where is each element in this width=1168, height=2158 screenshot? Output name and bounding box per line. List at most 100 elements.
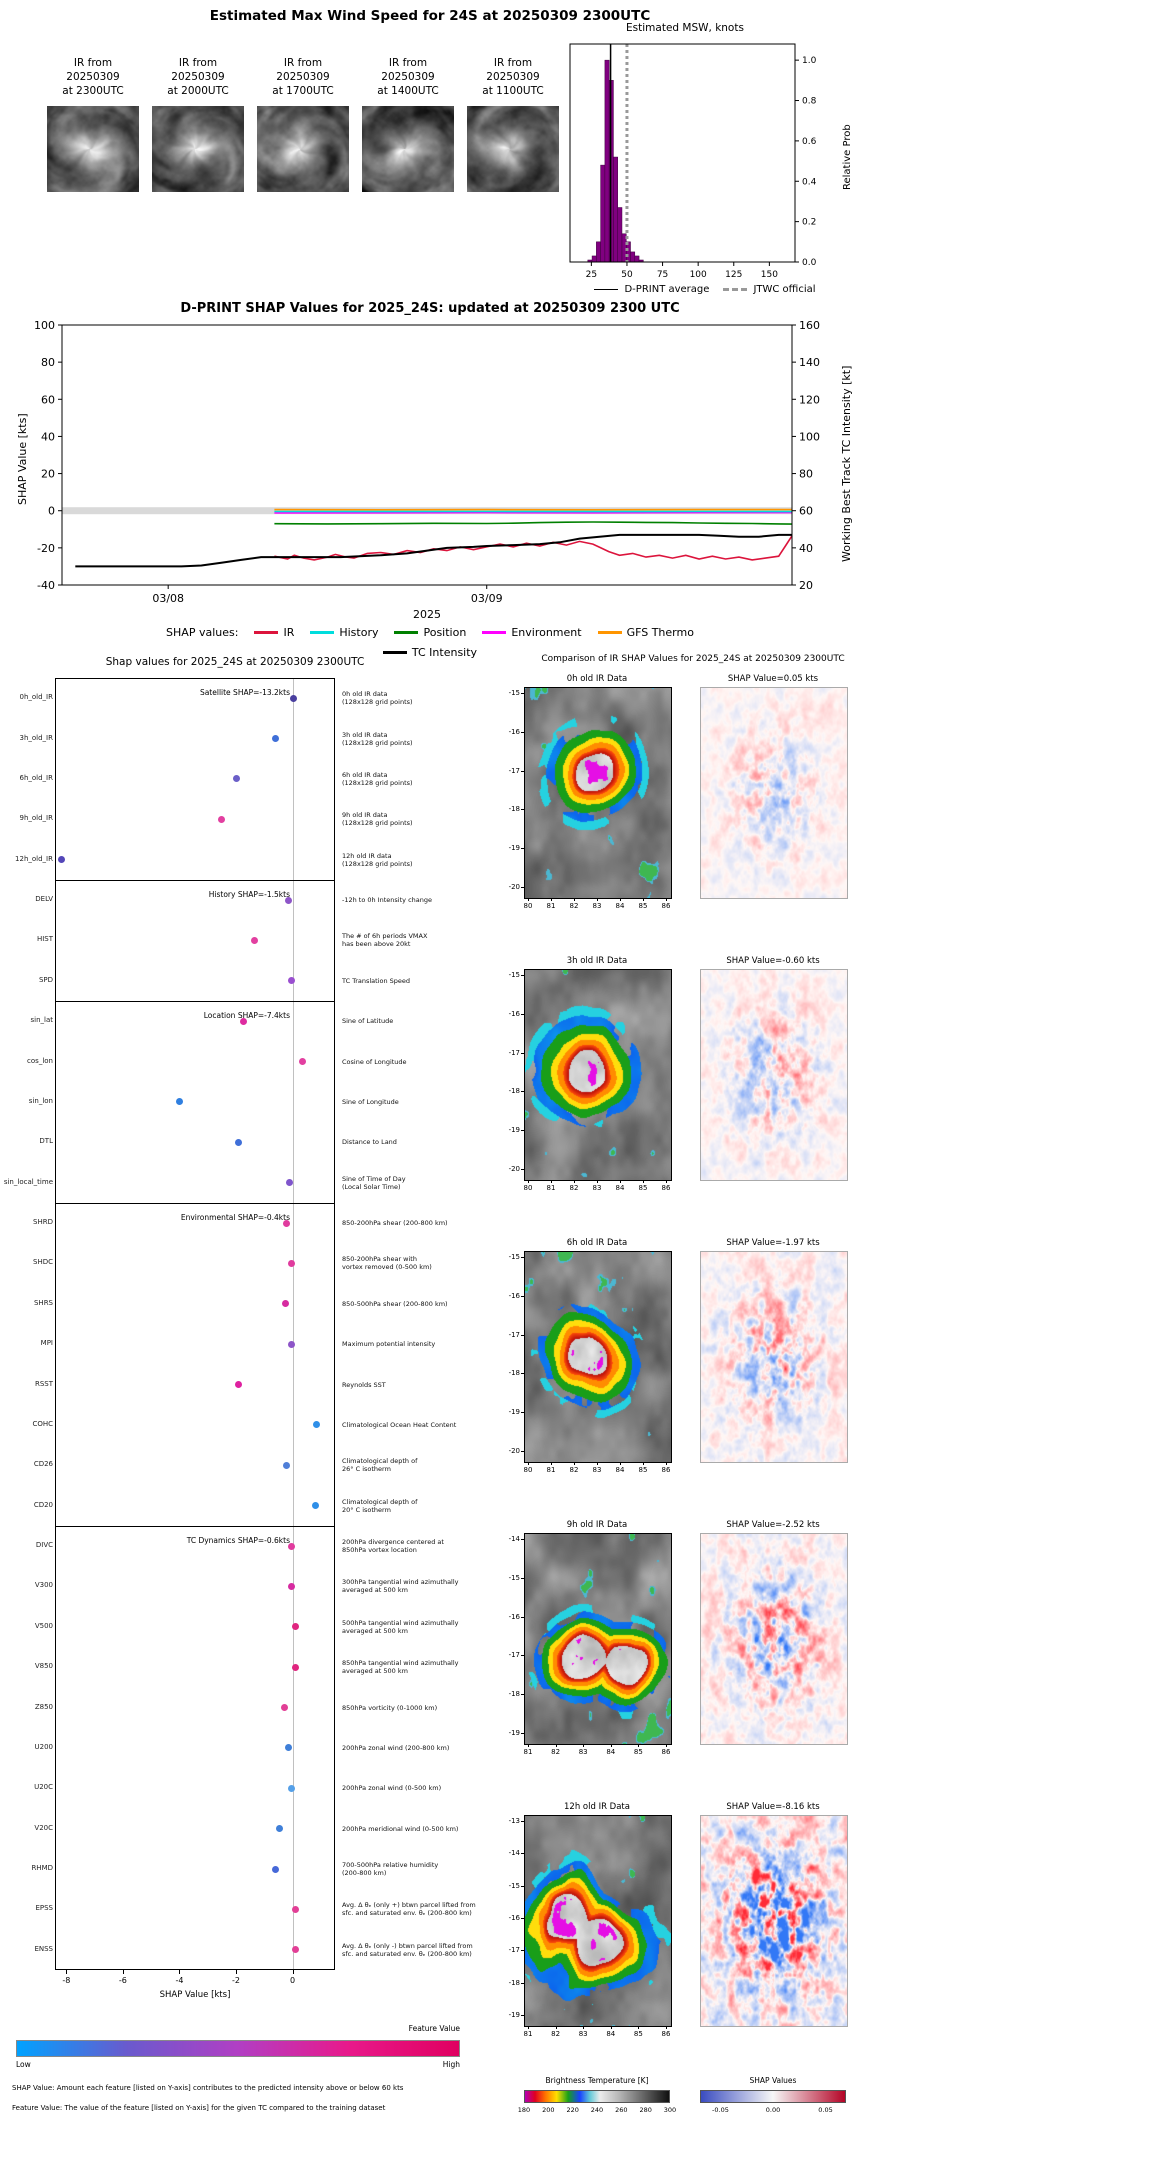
lat-tick-label-3-5: -19 xyxy=(508,1729,520,1737)
ir-thumbnail-image-4 xyxy=(467,106,559,192)
x-tick-label: 0 xyxy=(290,1976,296,1985)
x-tick-label: 100 xyxy=(690,270,707,280)
lon-tick-3-1 xyxy=(555,1744,557,1747)
lat-tick-2-5 xyxy=(521,1451,524,1452)
lon-tick-label-1-5: 85 xyxy=(638,1184,648,1192)
shap-tick-label-2: 0.05 xyxy=(818,2106,833,2114)
y-tick-label: 0.2 xyxy=(802,218,816,228)
feature-value-label: Feature Value xyxy=(408,2024,460,2033)
legend-item-gfs-thermo: GFS Thermo xyxy=(597,625,694,639)
lon-tick-label-4-1: 82 xyxy=(551,2030,561,2038)
group-header-location: Location SHAP=-7.4kts xyxy=(203,1011,290,1021)
ir-thumbnail-caption-4: IR from 20250309 at 1100UTC xyxy=(482,57,544,97)
legend-label: GFS Thermo xyxy=(626,625,694,639)
x-tick-label: 50 xyxy=(621,270,633,280)
lon-tick-2-3 xyxy=(597,1462,598,1465)
y-tick-label: 1.0 xyxy=(802,56,817,66)
lon-tick-label-2-2: 82 xyxy=(569,1466,579,1474)
group-divider-3 xyxy=(55,1202,335,1204)
lat-tick-label-4-5: -18 xyxy=(508,1978,520,1987)
lat-tick-2-1 xyxy=(521,1295,524,1297)
feature-label-HIST: HIST xyxy=(36,935,53,944)
lat-tick-label-1-3: -18 xyxy=(508,1087,520,1096)
histogram-legend-item-0: D-PRINT average xyxy=(594,284,709,295)
feature-label-V500: V500 xyxy=(34,1621,53,1630)
lat-tick-label-1-4: -19 xyxy=(508,1126,520,1135)
lat-tick-label-3-3: -17 xyxy=(508,1651,520,1660)
feature-dot-9h_old_IR xyxy=(217,815,225,823)
feature-label-DIVC: DIVC xyxy=(35,1541,53,1550)
shap-map-0 xyxy=(700,687,848,899)
feature-dot-sin_local_time xyxy=(286,1179,294,1187)
bt-tick-label-1: 200 xyxy=(542,2106,555,2114)
feature-dot-SHRD xyxy=(283,1219,291,1227)
lon-tick-4-3 xyxy=(610,2026,612,2029)
feature-label-V300: V300 xyxy=(34,1581,53,1590)
ir-thumbnail-image-1 xyxy=(152,106,244,192)
x-tick xyxy=(66,1970,68,1974)
feature-desc-9h_old_IR: 9h old IR data (128x128 grid points) xyxy=(342,811,413,828)
y-tick-label-right: 20 xyxy=(799,579,813,592)
ir-row-title-3: 9h old IR Data xyxy=(566,1520,628,1530)
colorbar-low-label: Low xyxy=(16,2060,31,2069)
x-tick xyxy=(179,1970,181,1974)
feature-dot-DELV xyxy=(284,896,292,904)
x-tick-label: 75 xyxy=(657,270,668,280)
lat-tick-label-3-4: -18 xyxy=(508,1690,520,1699)
shap-row-title-0: SHAP Value=0.05 kts xyxy=(727,674,819,684)
feature-dot-V500 xyxy=(291,1623,299,1631)
feature-desc-HIST: The # of 6h periods VMAX has been above … xyxy=(342,932,428,949)
lon-tick-label-0-0: 80 xyxy=(523,902,533,910)
y-tick-label-left: 40 xyxy=(41,430,55,443)
y-tick-label: 0.6 xyxy=(802,137,817,147)
y-tick-label-left: 20 xyxy=(41,468,55,481)
feature-desc-sin_lon: Sine of Longitude xyxy=(342,1097,399,1106)
lat-tick-label-1-0: -15 xyxy=(508,971,520,979)
feature-label-CD26: CD26 xyxy=(33,1460,53,1469)
ir-thumbnail-image-3 xyxy=(362,106,454,192)
ir-thumbnail-image-2 xyxy=(257,106,349,192)
group-divider-2 xyxy=(55,1001,335,1002)
legend-label: JTWC official xyxy=(753,284,816,295)
bt-tick-label-5: 280 xyxy=(639,2106,652,2114)
feature-desc-Z850: 850hPa vorticity (0-1000 km) xyxy=(342,1703,438,1712)
dotplot-title: Shap values for 2025_24S at 20250309 230… xyxy=(105,656,365,668)
x-tick-label: 25 xyxy=(586,270,597,280)
y-tick-label-right: 100 xyxy=(799,430,820,443)
lat-tick-4-0 xyxy=(521,1821,524,1822)
feature-dot-sin_lon xyxy=(175,1098,183,1106)
ir-map-2 xyxy=(524,1251,672,1463)
x-tick-label: 125 xyxy=(725,270,742,280)
group-header-environmental: Environmental SHAP=-0.4kts xyxy=(180,1213,290,1223)
histogram-bar xyxy=(613,156,618,263)
feature-dot-3h_old_IR xyxy=(272,735,280,743)
feature-dot-V850 xyxy=(291,1663,299,1671)
feature-desc-V500: 500hPa tangential wind azimuthally avera… xyxy=(342,1618,459,1635)
lat-tick-label-4-3: -16 xyxy=(508,1914,520,1922)
lon-tick-3-4 xyxy=(638,1744,640,1747)
ir-row-title-4: 12h old IR Data xyxy=(564,1802,630,1812)
legend-item-history: History xyxy=(310,626,378,639)
lon-tick-2-5 xyxy=(643,1462,644,1465)
lat-tick-label-4-1: -14 xyxy=(508,1849,520,1858)
feature-desc-COHC: Climatological Ocean Heat Content xyxy=(342,1420,457,1429)
solid-line-swatch xyxy=(594,289,619,290)
x-tick-label: 03/08 xyxy=(152,592,184,605)
feature-dot-CD20 xyxy=(311,1502,319,1510)
feature-dot-U200 xyxy=(284,1744,292,1752)
legend-label: D-PRINT average xyxy=(624,284,710,295)
feature-desc-cos_lon: Cosine of Longitude xyxy=(342,1057,407,1066)
lat-tick-3-5 xyxy=(521,1733,524,1734)
lat-tick-label-2-5: -20 xyxy=(508,1447,520,1455)
feature-dot-SHDC xyxy=(287,1259,295,1267)
lon-tick-2-4 xyxy=(620,1462,621,1465)
lat-tick-3-2 xyxy=(521,1616,524,1618)
x-tick xyxy=(122,1970,124,1974)
lon-tick-label-1-6: 86 xyxy=(661,1184,671,1192)
legend-label: IR xyxy=(283,625,295,639)
histogram-bar xyxy=(600,164,606,263)
feature-label-Z850: Z850 xyxy=(34,1702,53,1711)
feature-label-ENSS: ENSS xyxy=(34,1944,53,1953)
lon-tick-label-4-4: 85 xyxy=(633,2030,643,2038)
lat-tick-2-4 xyxy=(521,1412,524,1414)
